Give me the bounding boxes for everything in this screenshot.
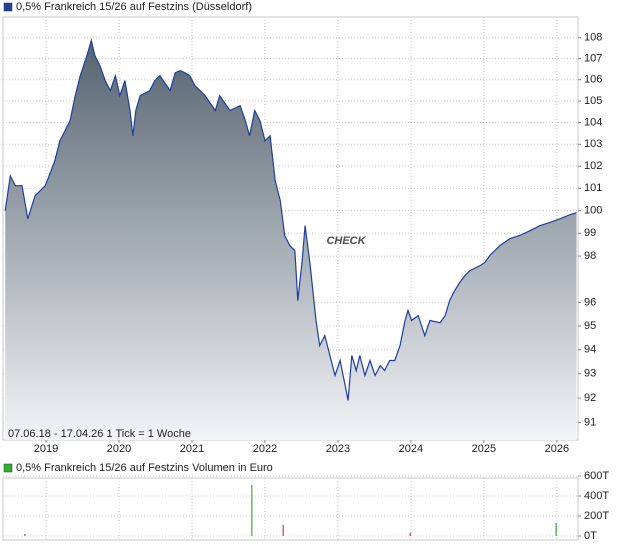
y-tick-label: 95 [584, 320, 596, 332]
y-tick-label: 600T [584, 470, 609, 482]
legend-label: 0,5% Frankreich 15/26 auf Festzins Volum… [16, 462, 273, 474]
y-tick-label: 400T [584, 490, 609, 502]
x-tick-label: 2019 [34, 443, 58, 455]
x-tick-label: 2024 [399, 443, 423, 455]
legend-swatch [3, 2, 13, 12]
y-tick-label: 107 [584, 53, 602, 65]
volume-bar [24, 534, 26, 536]
y-tick-label: 99 [584, 227, 596, 239]
y-tick-label: 100 [584, 205, 602, 217]
x-tick-label: 2022 [253, 443, 277, 455]
y-tick-label: 102 [584, 160, 602, 172]
y-tick-label: 0T [584, 530, 597, 542]
y-tick-label: 106 [584, 74, 602, 86]
legend-swatch [3, 463, 13, 473]
y-tick-label: 200T [584, 510, 609, 522]
date-range-note: 07.06.18 - 17.04.26 1 Tick = 1 Woche [8, 428, 191, 440]
volume-bar [555, 523, 557, 536]
y-tick-label: 103 [584, 138, 602, 150]
legend-label: 0,5% Frankreich 15/26 auf Festzins (Düss… [16, 1, 252, 13]
y-tick-label: 101 [584, 182, 602, 194]
y-tick-label: 93 [584, 368, 596, 380]
price-area [5, 40, 577, 440]
y-tick-label: 91 [584, 417, 596, 429]
y-tick-label: 108 [584, 32, 602, 44]
volume-bar [282, 525, 284, 536]
x-tick-label: 2023 [326, 443, 350, 455]
volume-frame [2, 477, 579, 541]
x-tick-label: 2026 [545, 443, 569, 455]
x-tick-label: 2021 [180, 443, 204, 455]
y-tick-label: 98 [584, 250, 596, 262]
y-tick-label: 104 [584, 116, 602, 128]
volume-bar [251, 485, 253, 536]
x-tick-label: 2025 [472, 443, 496, 455]
watermark: CHECK [326, 235, 366, 247]
volume-bar [409, 533, 411, 536]
y-tick-label: 92 [584, 392, 596, 404]
y-tick-label: 96 [584, 296, 596, 308]
x-tick-label: 2020 [107, 443, 131, 455]
price-line [4, 38, 577, 401]
y-tick-label: 105 [584, 95, 602, 107]
y-tick-label: 94 [584, 344, 596, 356]
